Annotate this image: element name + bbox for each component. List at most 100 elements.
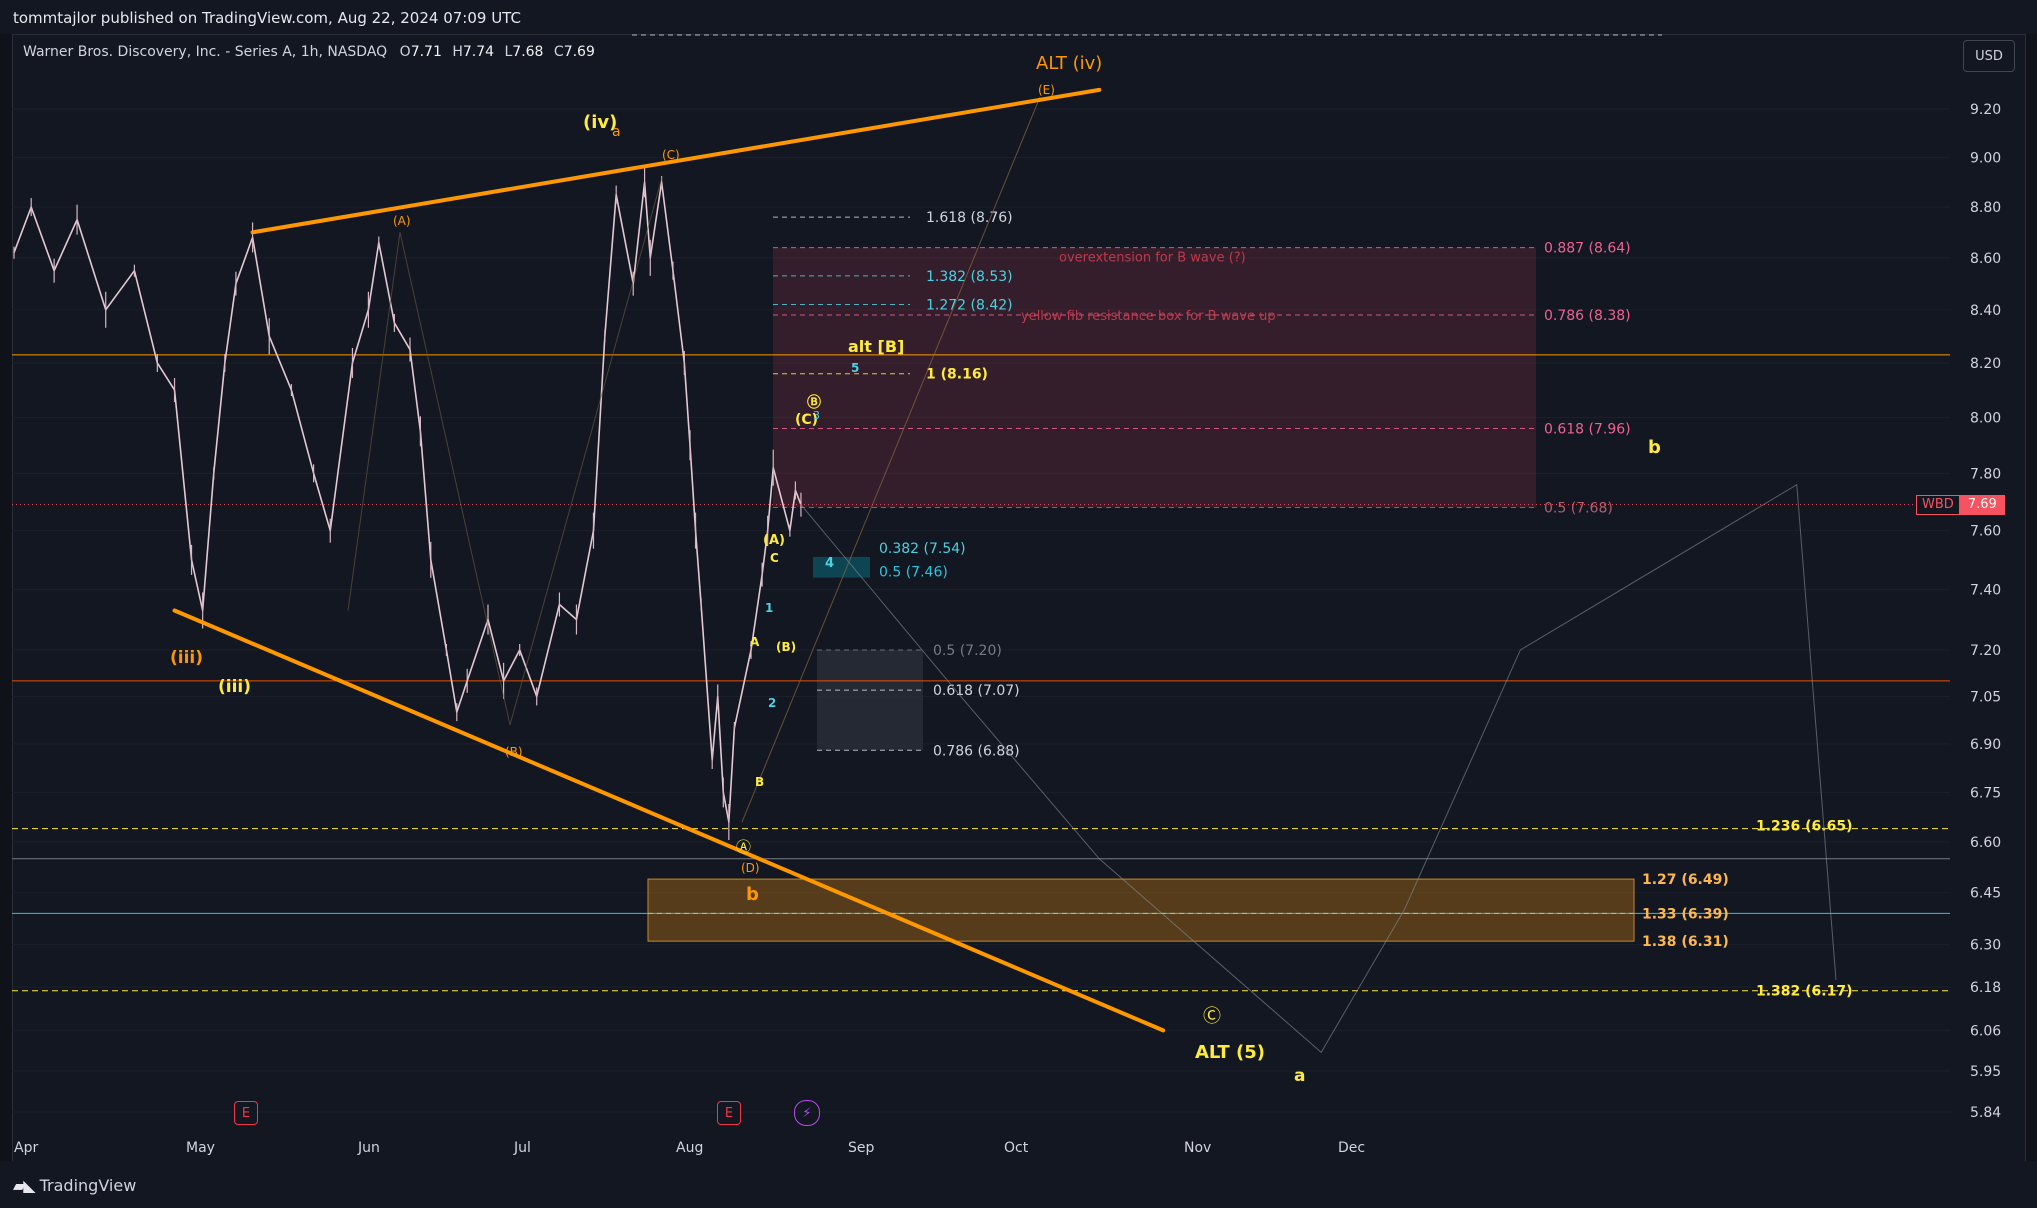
wave-label: b bbox=[1648, 437, 1661, 458]
support-fib-box bbox=[647, 878, 1635, 942]
x-axis-tick-label: Aug bbox=[676, 1140, 703, 1156]
fib-level-label: 0.786 (8.38) bbox=[1544, 308, 1631, 324]
fib-level-label: 1.618 (8.76) bbox=[926, 210, 1013, 226]
wave-label: Ⓐ bbox=[736, 838, 751, 856]
ohlc-open: 7.71 bbox=[410, 44, 442, 60]
publisher-text: tommtajlor published on TradingView.com,… bbox=[13, 9, 521, 27]
price-line bbox=[13, 181, 802, 823]
wave-label: ALT (iv) bbox=[1036, 53, 1102, 74]
wave4-box bbox=[813, 556, 870, 578]
fib-level-label: 1.236 (6.65) bbox=[1756, 818, 1853, 834]
annotation-label: overextension for B wave (?) bbox=[1059, 251, 1246, 266]
price-tag-value: 7.69 bbox=[1959, 495, 2005, 515]
symbol-legend: Warner Bros. Discovery, Inc. - Series A,… bbox=[23, 44, 601, 60]
chart-frame bbox=[12, 34, 2026, 1163]
fib-level-label: 0.786 (6.88) bbox=[933, 743, 1020, 759]
fib-level-label: 0.887 (8.64) bbox=[1544, 241, 1631, 257]
y-axis-tick-label: 6.06 bbox=[1970, 1023, 2001, 1039]
wave-label: 5 bbox=[851, 361, 859, 375]
y-axis-tick-label: 6.30 bbox=[1970, 938, 2001, 954]
lower-trendline bbox=[172, 608, 1166, 1033]
ohlc-high: 7.74 bbox=[462, 44, 495, 60]
footer-bar bbox=[0, 1161, 2037, 1208]
ohlc-close: 7.69 bbox=[563, 44, 595, 60]
tradingview-logo-icon: ▰◣ bbox=[13, 1176, 36, 1195]
fib-level-label: 1.27 (6.49) bbox=[1642, 872, 1729, 888]
y-axis-tick-label: 8.40 bbox=[1970, 303, 2001, 319]
wave-label: (iii) bbox=[218, 677, 251, 697]
wave-label: Ⓑ bbox=[807, 394, 821, 411]
y-axis-tick-label: 6.90 bbox=[1970, 737, 2001, 753]
earnings-event-icon[interactable]: E bbox=[234, 1101, 258, 1125]
x-axis-tick-label: Apr bbox=[14, 1140, 38, 1156]
y-axis-tick-label: 6.60 bbox=[1970, 835, 2001, 851]
y-axis-tick-label: 7.60 bbox=[1970, 524, 2001, 540]
y-axis-tick-label: 8.60 bbox=[1970, 251, 2001, 267]
wave-label: (C) bbox=[795, 412, 818, 428]
y-axis-tick-label: 6.18 bbox=[1970, 980, 2001, 996]
y-axis-tick-label: 9.20 bbox=[1970, 102, 2001, 118]
fib-level-label: 0.5 (7.20) bbox=[933, 643, 1002, 659]
wave-label: A bbox=[750, 635, 760, 649]
b-wave-resistance-box bbox=[773, 247, 1536, 508]
y-axis-tick-label: 7.80 bbox=[1970, 466, 2001, 482]
wave-label: (C) bbox=[662, 148, 680, 162]
wave-guide-line bbox=[741, 96, 1041, 823]
tradingview-logo[interactable]: ▰◣ TradingView bbox=[13, 1176, 136, 1195]
x-axis-tick-label: Jun bbox=[357, 1140, 380, 1156]
wave-label: 3 bbox=[813, 409, 820, 422]
y-axis-tick-label: 5.84 bbox=[1970, 1105, 2001, 1121]
wave-label: C bbox=[770, 551, 779, 565]
x-axis-tick-label: May bbox=[186, 1140, 215, 1156]
fib-level-label: 0.382 (7.54) bbox=[879, 541, 966, 557]
y-axis-tick-label: 8.00 bbox=[1970, 410, 2001, 426]
wave-label: a bbox=[1294, 1066, 1305, 1086]
x-axis-tick-label: Nov bbox=[1184, 1140, 1211, 1156]
wave-label: Ⓒ bbox=[1203, 1006, 1221, 1027]
wave-label: (E) bbox=[1038, 83, 1055, 97]
wave-label: (A) bbox=[763, 533, 785, 548]
symbol-name: Warner Bros. Discovery, Inc. - Series A,… bbox=[23, 44, 388, 60]
tradingview-wordmark: TradingView bbox=[39, 1176, 137, 1195]
wave-label: B bbox=[755, 775, 764, 789]
y-axis-tick-label: 8.80 bbox=[1970, 200, 2001, 216]
fib-level-label: 1.33 (6.39) bbox=[1642, 906, 1729, 922]
y-axis-tick-label: 8.20 bbox=[1970, 356, 2001, 372]
ohlc-high-key: H bbox=[452, 44, 463, 60]
ohlc-open-key: O bbox=[399, 44, 411, 60]
fib-level-label: 1 (8.16) bbox=[926, 367, 988, 383]
ohlc-low: 7.68 bbox=[512, 44, 544, 60]
fib-level-label: 0.5 (7.46) bbox=[879, 565, 948, 581]
wave-label: (iv) bbox=[583, 112, 617, 133]
annotation-label: yellow fib resistance box for B wave up bbox=[1021, 309, 1276, 324]
fib-level-label: 1.38 (6.31) bbox=[1642, 934, 1729, 950]
fib-level-label: 1.382 (8.53) bbox=[926, 269, 1013, 285]
price-tag-symbol: WBD bbox=[1916, 495, 1960, 515]
x-axis-tick-label: Dec bbox=[1338, 1140, 1365, 1156]
wave-guide-line bbox=[347, 232, 401, 611]
y-axis-tick-label: 7.05 bbox=[1970, 689, 2001, 705]
wave-label: alt [B] bbox=[848, 337, 904, 356]
earnings-event-icon[interactable]: E bbox=[717, 1101, 741, 1125]
wave-label: 2 bbox=[768, 696, 776, 710]
fib-level-label: 0.5 (7.68) bbox=[1544, 501, 1613, 517]
upper-trendline bbox=[250, 87, 1102, 235]
fib-level-label: 0.618 (7.07) bbox=[933, 683, 1020, 699]
wave-guide-line bbox=[399, 232, 511, 725]
ohlc-low-key: L bbox=[504, 44, 513, 60]
y-axis-tick-label: 7.40 bbox=[1970, 583, 2001, 599]
wave-label: a bbox=[612, 124, 621, 140]
y-axis-tick-label: 7.20 bbox=[1970, 643, 2001, 659]
wave-label: (D) bbox=[741, 861, 760, 875]
y-axis-tick-label: 6.75 bbox=[1970, 785, 2001, 801]
y-axis-tick-label: 6.45 bbox=[1970, 886, 2001, 902]
wave-label: ALT (5) bbox=[1195, 1042, 1265, 1063]
publisher-bar: tommtajlor published on TradingView.com,… bbox=[0, 0, 2037, 34]
wave-label: b bbox=[746, 884, 759, 905]
retrace-box bbox=[817, 649, 923, 751]
x-axis-tick-label: Sep bbox=[848, 1140, 875, 1156]
split-event-icon[interactable]: ⚡ bbox=[794, 1100, 820, 1126]
fib-level-label: 1.382 (6.17) bbox=[1756, 984, 1853, 1000]
currency-button[interactable]: USD bbox=[1963, 40, 2015, 72]
